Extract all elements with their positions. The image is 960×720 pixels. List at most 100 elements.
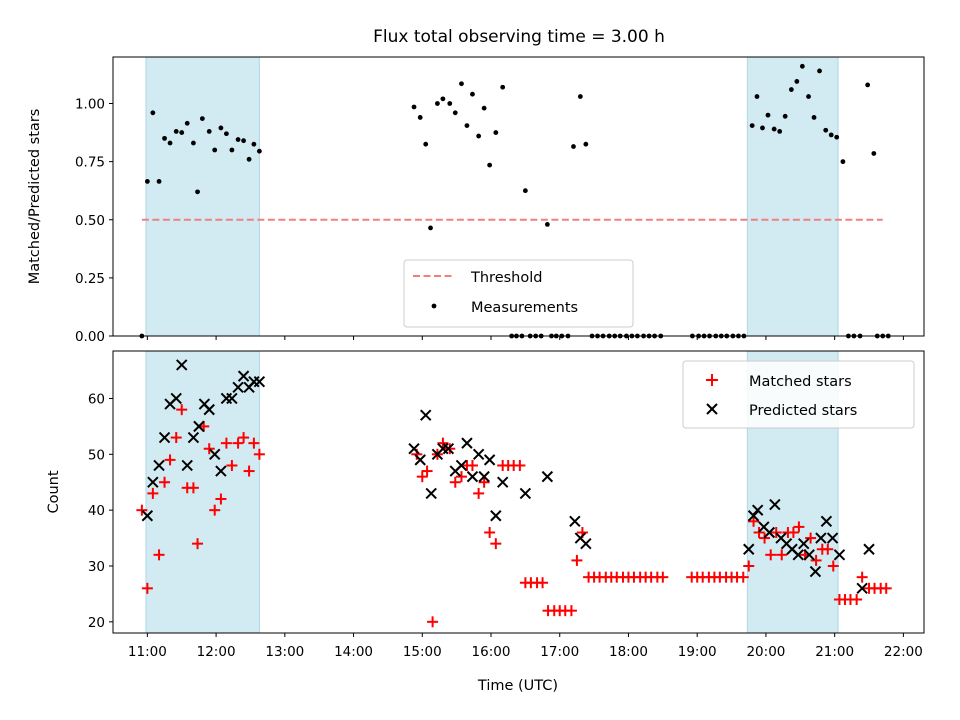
matched-point <box>176 404 188 416</box>
matched-point <box>880 582 892 594</box>
predicted-point <box>751 504 764 516</box>
predicted-point <box>815 532 827 544</box>
top-y-tick-label: 0.75 <box>75 155 105 171</box>
measurement-point <box>811 115 817 120</box>
measurement-point <box>199 116 205 122</box>
measurement-point <box>834 134 840 140</box>
predicted-point <box>856 582 868 595</box>
matched-point <box>765 549 777 561</box>
predicted-point <box>743 543 755 555</box>
measurement-point <box>794 79 800 84</box>
bottom-axes-frame <box>112 350 925 634</box>
predicted-point <box>863 543 875 555</box>
matched-point <box>232 437 244 449</box>
measurement-point <box>522 188 528 194</box>
matched-point <box>427 616 439 628</box>
x-tick-label: 22:00 <box>884 644 923 660</box>
measurement-point <box>771 126 777 132</box>
measurement-point <box>799 63 805 69</box>
predicted-point <box>455 459 468 472</box>
measurement-point <box>435 101 440 106</box>
measurement-point <box>156 178 162 184</box>
x-tick-label: 21:00 <box>815 644 854 660</box>
x-tick-label: 14:00 <box>334 644 373 660</box>
top-shaded-span <box>145 56 260 337</box>
legend-matched-label: Matched stars <box>749 374 852 390</box>
predicted-point <box>809 565 822 578</box>
measurement-point <box>840 159 846 165</box>
chart-title: Flux total observing time = 3.00 h <box>373 27 665 47</box>
matched-point <box>753 526 765 538</box>
matched-point <box>770 526 782 538</box>
matched-point <box>571 554 583 566</box>
top-y-tick-label: 0.25 <box>75 271 105 287</box>
legend-matched-swatch <box>706 374 718 386</box>
predicted-point <box>541 470 554 483</box>
measurement-point <box>544 222 550 227</box>
predicted-point <box>237 370 250 382</box>
predicted-point <box>141 510 154 522</box>
legend-measurements-label: Measurements <box>471 300 578 316</box>
measurement-point <box>823 127 829 133</box>
measurement-point <box>251 141 257 147</box>
bottom-x-ticks: 11:00 12:00 13:00 14:00 15:00 16:00 17:00 18:00… <box>128 633 923 660</box>
predicted-point <box>147 476 159 488</box>
measurement-point <box>464 123 470 128</box>
matched-point <box>238 432 250 444</box>
measurement-point <box>235 137 241 142</box>
predicted-point <box>215 465 227 477</box>
predicted-point <box>466 470 479 483</box>
predicted-point <box>209 448 221 461</box>
x-tick-label: 18:00 <box>609 644 648 660</box>
measurement-point <box>417 115 423 120</box>
measurement-point <box>459 81 464 87</box>
matched-point <box>822 543 834 555</box>
predicted-point <box>747 510 760 522</box>
predicted-stars-series <box>141 359 875 595</box>
predicted-point <box>763 526 776 539</box>
measurement-point <box>760 125 765 131</box>
matched-point <box>192 538 204 550</box>
predicted-point <box>580 537 592 550</box>
measurement-point <box>487 162 493 168</box>
top-panel: 0.00 0.25 0.50 0.75 1.00 Matched/Predicted s… <box>27 56 925 345</box>
measurement-point <box>162 135 167 141</box>
matched-point <box>776 549 788 561</box>
matched-point <box>810 554 822 566</box>
measurement-point <box>749 123 755 128</box>
matched-point <box>851 593 863 605</box>
top-legend-box <box>403 259 634 328</box>
predicted-point <box>826 532 839 544</box>
matched-point <box>203 443 215 455</box>
predicted-point <box>425 487 437 500</box>
measurement-point <box>452 110 458 116</box>
predicted-point <box>798 537 810 550</box>
matched-point <box>743 560 755 572</box>
matched-point <box>793 521 805 533</box>
predicted-point <box>490 510 502 522</box>
measurement-point <box>411 104 417 110</box>
x-tick-label: 15:00 <box>403 644 442 660</box>
measurement-point <box>224 131 229 137</box>
measurement-point <box>144 178 150 184</box>
measurement-point <box>817 68 822 74</box>
predicted-point <box>792 549 804 561</box>
predicted-point <box>519 487 532 500</box>
top-y-axis-label: Matched/Predicted stars <box>27 109 43 285</box>
predicted-point <box>478 470 490 483</box>
measurement-point <box>212 147 218 153</box>
measurement-point <box>173 129 179 134</box>
matched-point <box>416 471 428 483</box>
matched-point <box>856 571 868 583</box>
bottom-shaded-span <box>145 350 260 634</box>
measurement-point <box>428 225 433 231</box>
predicted-point <box>769 498 781 511</box>
matched-point <box>243 465 255 477</box>
matched-point <box>787 526 799 538</box>
matched-point <box>514 459 526 471</box>
matched-point <box>220 437 232 449</box>
predicted-point <box>187 431 200 444</box>
bottom-panel: 20 30 40 50 60 11:00 12:00 13:00 14:00 15:00 16:0… <box>46 350 925 694</box>
predicted-point <box>569 515 581 528</box>
predicted-point <box>158 431 171 444</box>
